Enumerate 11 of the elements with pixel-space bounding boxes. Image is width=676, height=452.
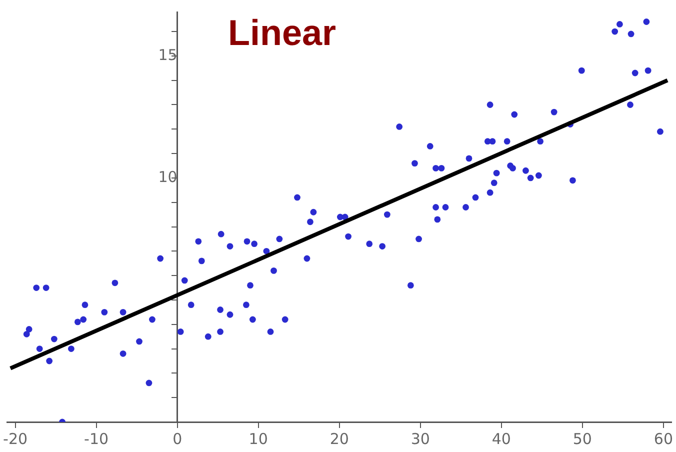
x-tick-label: -10: [84, 430, 109, 448]
chart-title: Linear: [228, 12, 336, 54]
x-tick-label: 10: [248, 430, 268, 448]
x-tick-label: 40: [492, 430, 511, 448]
x-tick-label: 60: [654, 430, 673, 448]
x-tick-label: 30: [410, 430, 430, 448]
x-tick-label: 50: [572, 430, 592, 448]
x-tick-label: 20: [330, 430, 349, 448]
y-tick-label: 15: [158, 46, 178, 64]
x-tick-label: -20: [3, 430, 28, 448]
x-tick-label: 0: [172, 430, 182, 448]
